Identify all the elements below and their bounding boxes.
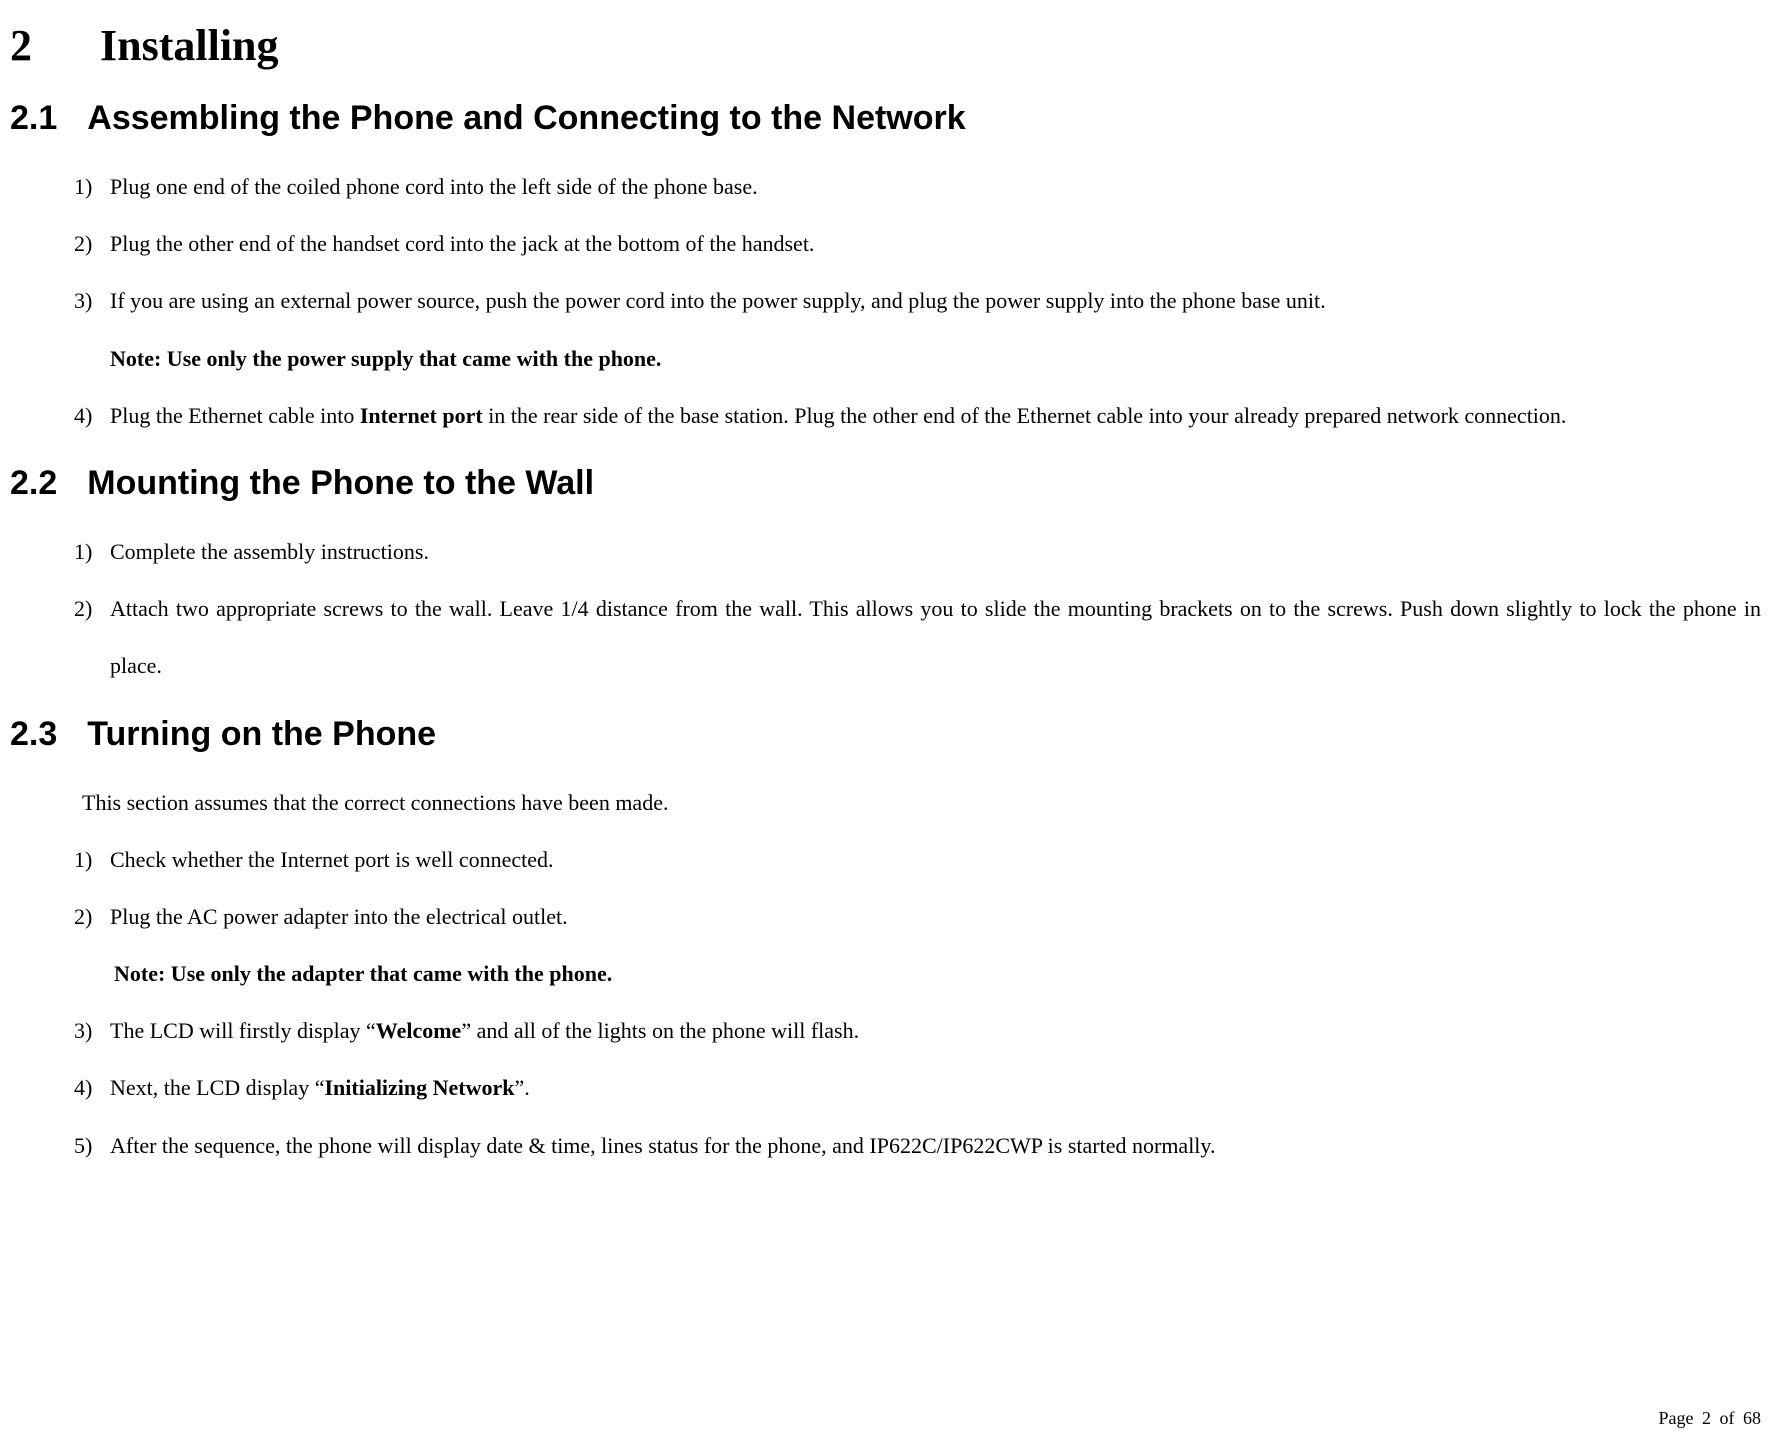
list-item: 3) The LCD will firstly display “Welcome… bbox=[74, 1002, 1761, 1059]
list-item: 1) Complete the assembly instructions. bbox=[74, 523, 1761, 580]
section-2-1-list: 1) Plug one end of the coiled phone cord… bbox=[10, 158, 1761, 330]
list-item: 2) Attach two appropriate screws to the … bbox=[74, 580, 1761, 694]
item-number: 1) bbox=[74, 831, 92, 888]
item-text: After the sequence, the phone will displ… bbox=[110, 1133, 1216, 1158]
item-text: Plug the other end of the handset cord i… bbox=[110, 231, 814, 256]
item-text-part-b: in the rear side of the base station. Pl… bbox=[483, 403, 1567, 428]
item-text-bold: Welcome bbox=[376, 1018, 462, 1043]
chapter-title-text: Installing bbox=[100, 21, 279, 70]
section-number-2-2: 2.2 bbox=[10, 464, 57, 503]
list-item: 5) After the sequence, the phone will di… bbox=[74, 1117, 1761, 1174]
item-text-part-a: The LCD will firstly display “ bbox=[110, 1018, 376, 1043]
item-text: Complete the assembly instructions. bbox=[110, 539, 429, 564]
note-text: Note: Use only the adapter that came wit… bbox=[10, 945, 1761, 1002]
section-heading-2-1: 2.1 Assembling the Phone and Connecting t… bbox=[10, 99, 1761, 138]
item-text-bold: Internet port bbox=[360, 403, 483, 428]
item-number: 2) bbox=[74, 580, 92, 637]
item-number: 2) bbox=[74, 215, 92, 272]
item-number: 2) bbox=[74, 888, 92, 945]
list-item: 1) Check whether the Internet port is we… bbox=[74, 831, 1761, 888]
section-title-2-1: Assembling the Phone and Connecting to t… bbox=[87, 99, 965, 137]
list-item: 3) If you are using an external power so… bbox=[74, 272, 1761, 329]
item-number: 1) bbox=[74, 158, 92, 215]
list-item: 1) Plug one end of the coiled phone cord… bbox=[74, 158, 1761, 215]
item-text-part-a: Next, the LCD display “ bbox=[110, 1075, 324, 1100]
item-text-part-a: Plug the Ethernet cable into bbox=[110, 403, 360, 428]
item-number: 1) bbox=[74, 523, 92, 580]
item-number: 4) bbox=[74, 1059, 92, 1116]
chapter-title: 2Installing bbox=[10, 20, 1761, 71]
item-number: 4) bbox=[74, 387, 92, 444]
section-2-3-list: 1) Check whether the Internet port is we… bbox=[10, 831, 1761, 945]
item-number: 3) bbox=[74, 272, 92, 329]
item-text-part-b: ” and all of the lights on the phone wil… bbox=[461, 1018, 859, 1043]
section-2-2-list: 1) Complete the assembly instructions. 2… bbox=[10, 523, 1761, 695]
list-item: 2) Plug the AC power adapter into the el… bbox=[74, 888, 1761, 945]
section-number-2-1: 2.1 bbox=[10, 99, 57, 138]
item-text: Check whether the Internet port is well … bbox=[110, 847, 554, 872]
item-text-bold: Initializing Network bbox=[324, 1075, 514, 1100]
section-heading-2-3: 2.3 Turning on the Phone bbox=[10, 715, 1761, 754]
item-text: Plug the AC power adapter into the elect… bbox=[110, 904, 568, 929]
page-footer: Page 2 of 68 bbox=[1659, 1408, 1761, 1429]
item-number: 3) bbox=[74, 1002, 92, 1059]
list-item: 4) Plug the Ethernet cable into Internet… bbox=[74, 387, 1761, 444]
item-text-part-b: ”. bbox=[515, 1075, 530, 1100]
section-title-2-3: Turning on the Phone bbox=[87, 715, 436, 753]
section-title-2-2: Mounting the Phone to the Wall bbox=[87, 464, 594, 502]
section-2-1-list-cont: 4) Plug the Ethernet cable into Internet… bbox=[10, 387, 1761, 444]
chapter-number: 2 bbox=[10, 20, 100, 71]
item-text: If you are using an external power sourc… bbox=[110, 288, 1326, 313]
list-item: 4) Next, the LCD display “Initializing N… bbox=[74, 1059, 1761, 1116]
item-text: Plug one end of the coiled phone cord in… bbox=[110, 174, 758, 199]
section-heading-2-2: 2.2 Mounting the Phone to the Wall bbox=[10, 464, 1761, 503]
list-item: 2) Plug the other end of the handset cor… bbox=[74, 215, 1761, 272]
section-number-2-3: 2.3 bbox=[10, 715, 57, 754]
item-text: Attach two appropriate screws to the wal… bbox=[110, 596, 1761, 678]
note-text: Note: Use only the power supply that cam… bbox=[10, 330, 1761, 387]
item-number: 5) bbox=[74, 1117, 92, 1174]
section-2-3-intro: This section assumes that the correct co… bbox=[10, 774, 1761, 831]
section-2-3-list-cont: 3) The LCD will firstly display “Welcome… bbox=[10, 1002, 1761, 1174]
